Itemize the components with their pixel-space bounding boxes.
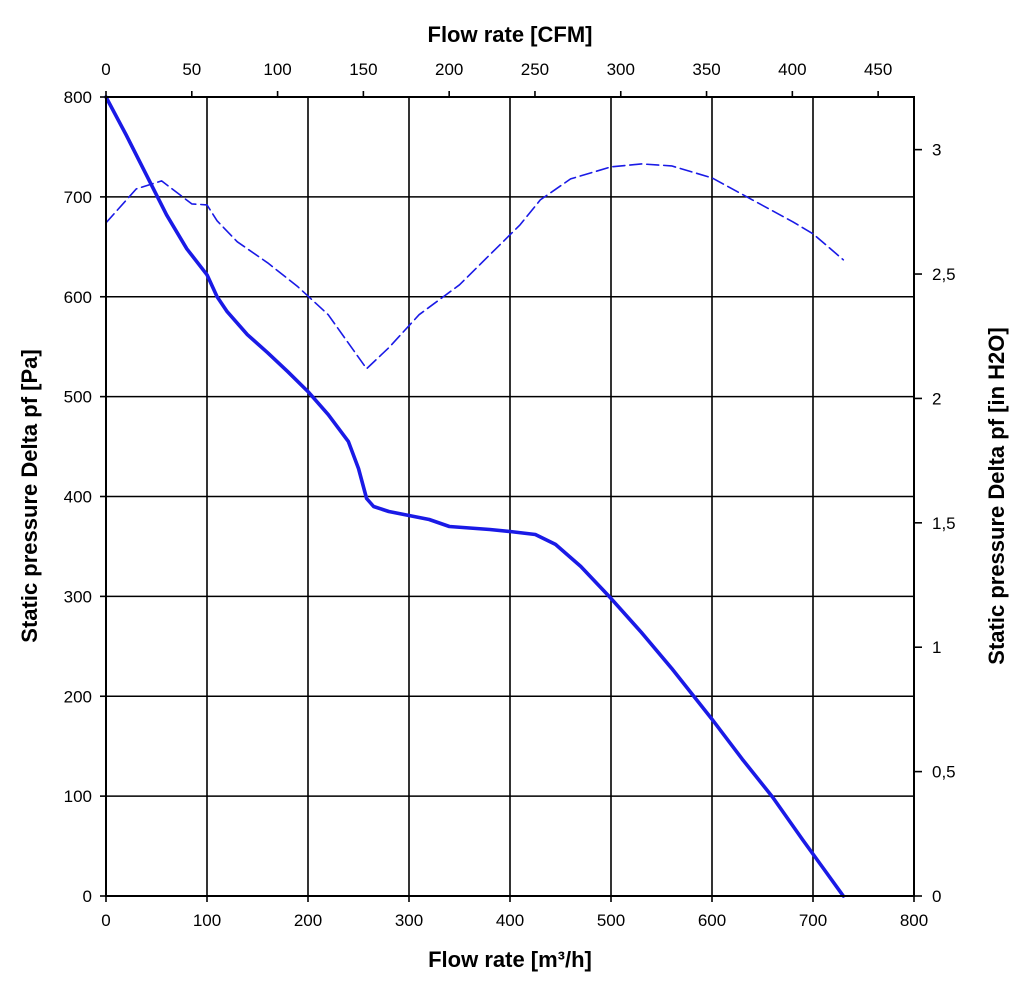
left-axis-title: Static pressure Delta pf [Pa] [17, 349, 42, 642]
bottom-tick-label: 200 [294, 911, 322, 930]
series-line-static-pressure [104, 95, 846, 898]
right-tick-label: 3 [932, 141, 941, 160]
right-tick-label: 1,5 [932, 514, 956, 533]
left-tick-label: 300 [64, 587, 92, 606]
right-tick-label: 2,5 [932, 265, 956, 284]
right-tick-label: 0,5 [932, 763, 956, 782]
right-tick-label: 1 [932, 638, 941, 657]
top-tick-label: 0 [101, 60, 110, 79]
left-tick-label: 200 [64, 687, 92, 706]
bottom-tick-label: 400 [496, 911, 524, 930]
top-tick-label: 400 [778, 60, 806, 79]
top-tick-label: 300 [607, 60, 635, 79]
right-tick-label: 2 [932, 389, 941, 408]
left-tick-label: 500 [64, 388, 92, 407]
left-tick-label: 100 [64, 787, 92, 806]
left-tick-label: 400 [64, 488, 92, 507]
bottom-axis-title: Flow rate [m³/h] [428, 947, 592, 972]
series-line-second-curve [105, 163, 845, 370]
top-tick-label: 100 [263, 60, 291, 79]
series-layer [104, 95, 846, 898]
top-tick-label: 450 [864, 60, 892, 79]
right-tick-label: 0 [932, 887, 941, 906]
top-tick-label: 50 [182, 60, 201, 79]
bottom-tick-label: 800 [900, 911, 928, 930]
left-tick-label: 0 [83, 887, 92, 906]
bottom-tick-label: 600 [698, 911, 726, 930]
left-tick-label: 600 [64, 288, 92, 307]
bottom-tick-label: 100 [193, 911, 221, 930]
bottom-tick-label: 700 [799, 911, 827, 930]
right-axis-title: Static pressure Delta pf [in H2O] [984, 327, 1009, 664]
bottom-tick-label: 500 [597, 911, 625, 930]
left-tick-label: 700 [64, 188, 92, 207]
top-axis-title: Flow rate [CFM] [428, 22, 593, 47]
top-tick-label: 200 [435, 60, 463, 79]
top-tick-label: 350 [692, 60, 720, 79]
top-tick-label: 150 [349, 60, 377, 79]
grid [105, 96, 915, 897]
bottom-tick-label: 300 [395, 911, 423, 930]
bottom-tick-label: 0 [101, 911, 110, 930]
left-tick-label: 800 [64, 88, 92, 107]
top-tick-label: 250 [521, 60, 549, 79]
